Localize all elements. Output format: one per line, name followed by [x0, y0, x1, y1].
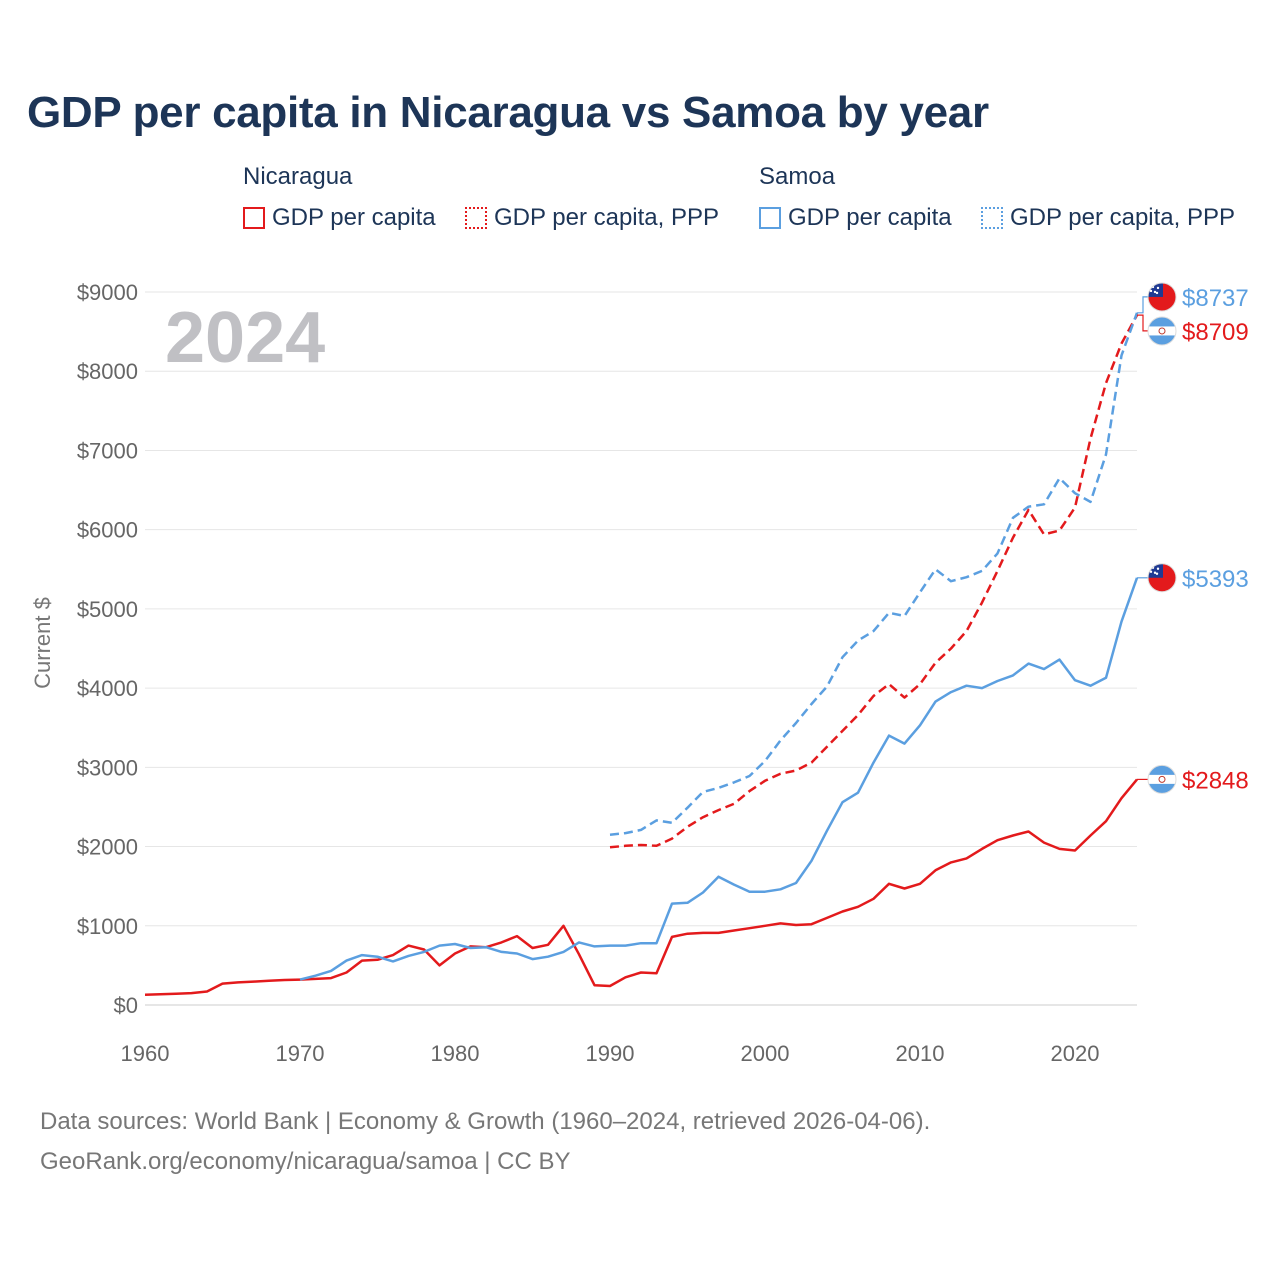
end-connector	[1137, 296, 1149, 314]
legend-label: GDP per capita	[272, 204, 436, 231]
x-tick-label: 1980	[431, 1041, 480, 1066]
legend-item-nicaragua-gdp[interactable]: GDP per capita	[243, 204, 436, 232]
legend-item-samoa-ppp[interactable]: GDP per capita, PPP	[981, 204, 1235, 232]
y-tick-label: $2000	[77, 835, 138, 860]
legend-item-samoa-gdp[interactable]: GDP per capita	[759, 204, 952, 232]
y-tick-label: $0	[114, 993, 138, 1018]
chart-title: GDP per capita in Nicaragua vs Samoa by …	[27, 88, 989, 137]
samoa-flag-icon	[1147, 563, 1177, 593]
y-tick-label: $6000	[77, 518, 138, 543]
end-label-value: $8709	[1182, 319, 1249, 346]
footer-source: Data sources: World Bank | Economy & Gro…	[40, 1108, 931, 1135]
legend-swatch-dotted	[465, 207, 487, 229]
x-tick-label: 2000	[741, 1041, 790, 1066]
year-label: 2024	[165, 298, 325, 378]
series-line-nicaragua-gdp-per-capita-ppp	[609, 314, 1139, 849]
series-line-nicaragua-gdp-per-capita	[144, 778, 1138, 996]
x-tick-label: 1960	[121, 1041, 170, 1066]
end-labels: $8737 $8709 $5393 $2848	[1137, 282, 1249, 794]
legend-item-nicaragua-ppp[interactable]: GDP per capita, PPP	[465, 204, 719, 232]
legend-label: GDP per capita	[788, 204, 952, 231]
y-tick-label: $1000	[77, 914, 138, 939]
y-tick-label: $3000	[77, 755, 138, 780]
series-line-samoa-gdp-per-capita-ppp	[609, 312, 1139, 836]
x-tick-label: 2020	[1051, 1041, 1100, 1066]
series-lines	[144, 312, 1139, 996]
legend-swatch-solid	[759, 207, 781, 229]
x-tick-label: 1970	[276, 1041, 325, 1066]
legend-label: GDP per capita, PPP	[1010, 204, 1235, 231]
grid-lines	[145, 291, 1137, 1006]
legend-group-samoa: Samoa	[759, 163, 836, 190]
legend-swatch-solid	[243, 207, 265, 229]
end-label-value: $2848	[1182, 767, 1249, 794]
nicaragua-flag-icon	[1147, 764, 1177, 794]
end-connector	[1137, 314, 1149, 332]
end-label-value: $5393	[1182, 566, 1249, 593]
nicaragua-flag-icon	[1147, 316, 1177, 346]
y-tick-label: $4000	[77, 676, 138, 701]
y-tick-label: $5000	[77, 597, 138, 622]
y-tick-label: $7000	[77, 438, 138, 463]
legend-swatch-dotted	[981, 207, 1003, 229]
y-tick-label: $9000	[77, 280, 138, 305]
axes: $0 $1000 $2000 $3000 $4000 $5000 $6000 $7000 $80…	[77, 280, 1100, 1066]
series-line-samoa-gdp-per-capita	[299, 577, 1139, 981]
legend-group-nicaragua: Nicaragua	[243, 163, 353, 190]
x-tick-label: 2010	[896, 1041, 945, 1066]
y-axis-title: Current $	[30, 597, 55, 689]
y-tick-label: $8000	[77, 359, 138, 384]
end-label-value: $8737	[1182, 285, 1249, 312]
x-tick-label: 1990	[586, 1041, 635, 1066]
samoa-flag-icon	[1147, 282, 1177, 312]
footer-link: GeoRank.org/economy/nicaragua/samoa | CC…	[40, 1148, 571, 1175]
legend-label: GDP per capita, PPP	[494, 204, 719, 231]
